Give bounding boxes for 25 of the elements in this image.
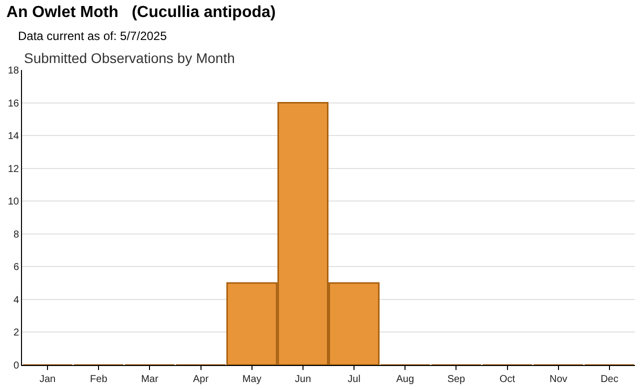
y-tick-label: 16: [8, 98, 20, 110]
y-tick-label: 12: [8, 164, 20, 175]
x-tick-label: Nov: [549, 374, 568, 385]
x-tick-label: Aug: [396, 374, 414, 385]
chart-subtitle: Data current as of: 5/7/2025: [18, 29, 168, 43]
text: Submitted Observations by Month: [24, 50, 235, 66]
x-tick-label: Jul: [348, 374, 360, 385]
y-tick-label: 6: [13, 262, 20, 274]
y-tick-label: 4: [13, 294, 20, 306]
x-tick-label: Feb: [90, 374, 108, 385]
x-tick-label: Dec: [600, 374, 618, 385]
x-tick-label: Jun: [294, 374, 312, 385]
y-tick-label: 2: [13, 328, 20, 339]
x-tick-label: Oct: [500, 374, 516, 385]
x-tick-label: Sep: [447, 374, 466, 385]
x-tick-label: May: [242, 374, 262, 385]
x-tick-label: Mar: [141, 374, 159, 385]
chart-title: An Owlet Moth (Cucullia antipoda): [6, 4, 276, 22]
y-tick-label: 10: [8, 196, 20, 208]
y-tick-label: 0: [13, 360, 20, 372]
y-tick-label: 14: [8, 131, 20, 142]
x-tick-label: Apr: [193, 374, 210, 385]
x-tick-label: Jan: [39, 374, 56, 385]
y-tick-label: 18: [8, 66, 20, 76]
y-tick-label: 8: [13, 229, 20, 240]
